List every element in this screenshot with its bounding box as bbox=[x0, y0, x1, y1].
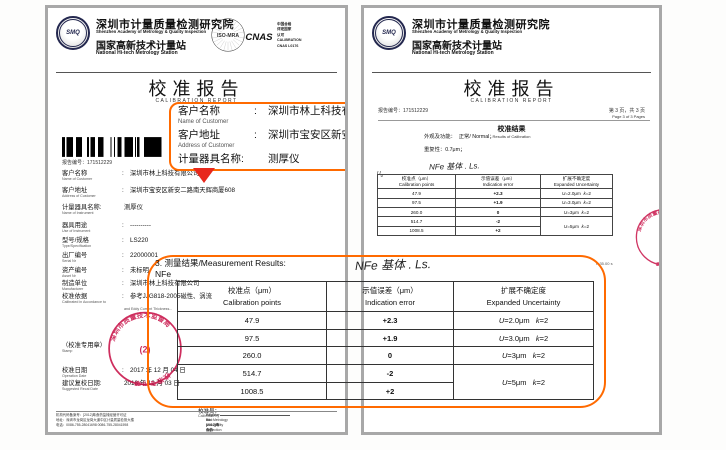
svg-text:ISO-MRA: ISO-MRA bbox=[217, 33, 239, 39]
svg-text:校准专用章: 校准专用章 bbox=[655, 254, 662, 266]
svg-text:CNAS: CNAS bbox=[245, 32, 273, 43]
svg-text:深圳市质量技术监督局: 深圳市质量技术监督局 bbox=[636, 208, 662, 233]
svg-text:(2): (2) bbox=[660, 235, 662, 242]
